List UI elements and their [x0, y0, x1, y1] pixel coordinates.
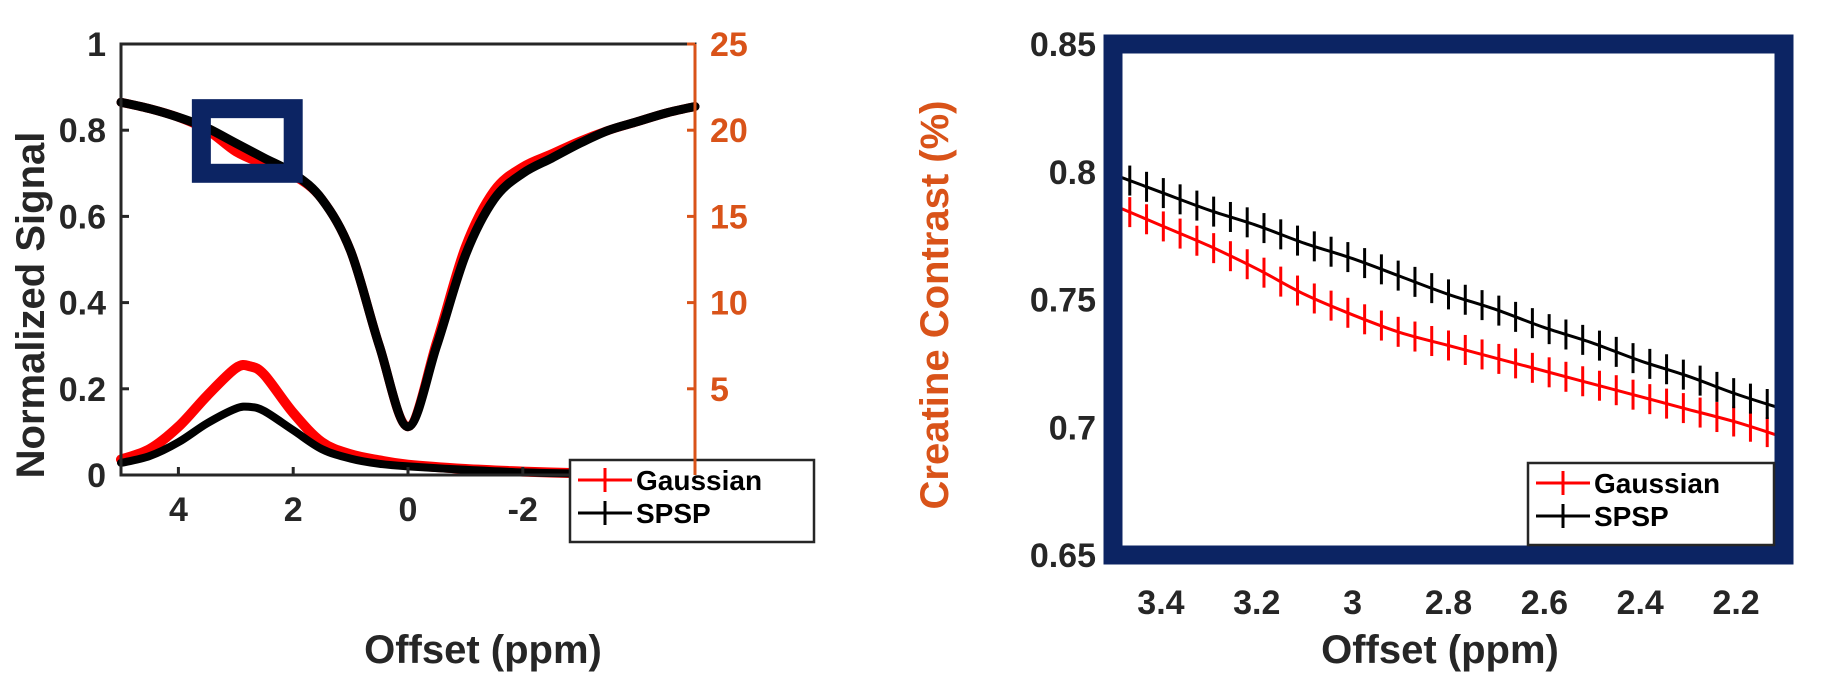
x-tick-label: 2.8 — [1425, 584, 1472, 622]
right-plot-frame-zoom-box — [1103, 34, 1794, 565]
x-tick-label: -2 — [508, 491, 538, 529]
x-tick-label: 2 — [284, 491, 303, 529]
x-tick-label: 3.4 — [1137, 584, 1184, 622]
x-tick-label: 3 — [1343, 584, 1362, 622]
y-tick-label: 0.8 — [59, 112, 106, 150]
y-tick-label: 0 — [87, 457, 106, 495]
y-tick-label: 0.8 — [1049, 154, 1096, 192]
x-tick-label: 2.6 — [1521, 584, 1568, 622]
right-x-axis-label: Offset (ppm) — [1321, 628, 1559, 672]
series-line-spsp-z-spectrum — [116, 97, 700, 432]
series-line-spsp-contrast — [117, 402, 699, 479]
right-y-tick-label: 15 — [710, 198, 748, 236]
left-chart-panel: 420-2-4 00.20.40.60.81 0510152025 Offset… — [9, 26, 957, 672]
right-y-tick-label: 5 — [710, 371, 729, 409]
legend-label: Gaussian — [636, 465, 762, 496]
x-tick-label: 2.2 — [1712, 584, 1759, 622]
x-tick-label: 4 — [169, 491, 188, 529]
y-tick-label: 0.4 — [59, 285, 106, 323]
legend-label: SPSP — [1594, 501, 1669, 532]
left-right-y-axis-label: Creatine Contrast (%) — [913, 101, 957, 510]
y-tick-label: 0.7 — [1049, 409, 1096, 447]
right-series-layer — [1111, 159, 1786, 453]
y-tick-label: 0.65 — [1030, 537, 1096, 575]
legend-label: SPSP — [636, 498, 711, 529]
y-tick-label: 1 — [87, 26, 106, 64]
left-y-axis-label: Normalized Signal — [9, 132, 53, 479]
left-series-layer — [116, 97, 700, 480]
zoom-region-box — [191, 99, 303, 183]
y-tick-label: 0.85 — [1030, 26, 1096, 64]
right-y-ticks: 0.65 0.7 0.75 0.8 0.85 — [1030, 26, 1096, 575]
x-tick-label: 0 — [399, 491, 418, 529]
right-y-tick-label: 20 — [710, 112, 748, 150]
right-y-tick-label: 10 — [710, 285, 748, 323]
right-y-tick-label: 25 — [710, 26, 748, 64]
left-y-ticks: 0 0.2 0.4 0.6 0.8 1 — [59, 26, 129, 495]
legend-box — [568, 458, 816, 544]
y-tick-label: 0.75 — [1030, 282, 1096, 320]
left-x-axis-label: Offset (ppm) — [364, 628, 602, 672]
legend-label: Gaussian — [1594, 468, 1720, 499]
x-tick-label: 3.2 — [1233, 584, 1280, 622]
legend-box — [1526, 461, 1776, 547]
x-tick-label: 2.4 — [1617, 584, 1664, 622]
y-tick-label: 0.6 — [59, 198, 106, 236]
right-chart-panel: 3.4 3.2 3 2.8 2.6 2.4 2.2 0.65 0.7 0.75 0.8 0.85 O… — [1030, 26, 1794, 672]
y-tick-label: 0.2 — [59, 371, 106, 409]
right-x-ticks: 3.4 3.2 3 2.8 2.6 2.4 2.2 — [1137, 584, 1759, 622]
